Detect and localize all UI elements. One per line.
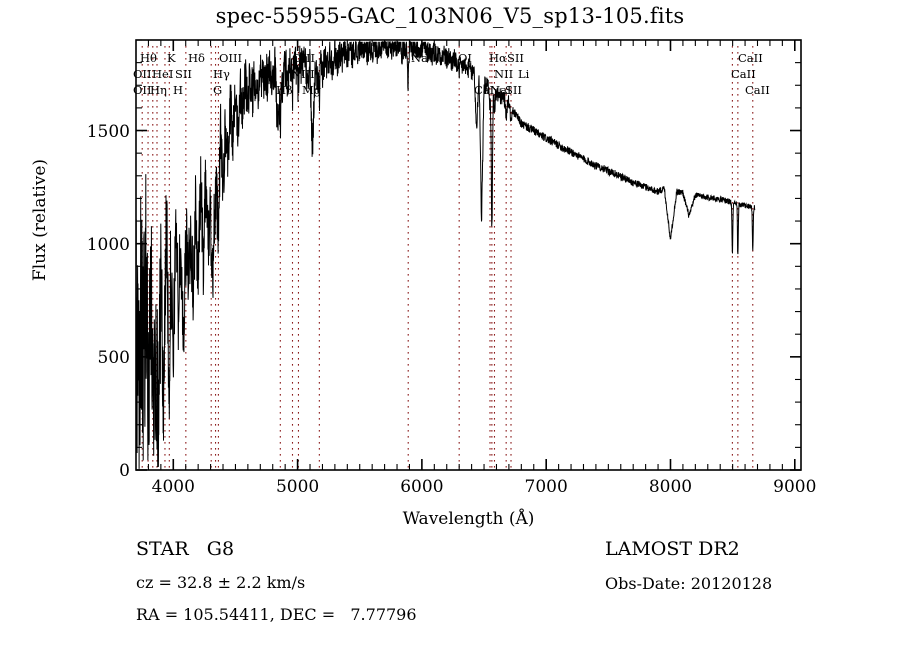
page-title: spec-55955-GAC_103N06_V5_sp13-105.fits: [215, 4, 685, 28]
species-label: SII: [507, 51, 524, 65]
x-tick-label: 9000: [773, 477, 817, 497]
observation-date-label: Obs-Date: 20120128: [605, 574, 773, 593]
species-label: CaII: [731, 67, 756, 81]
species-label: Hδ: [188, 51, 205, 65]
species-label: HeI: [152, 67, 173, 81]
x-tick-label: 4000: [151, 477, 195, 497]
species-label: SII: [175, 67, 192, 81]
spectrum-trace: [135, 41, 756, 469]
redshift-velocity-label: cz = 32.8 ± 2.2 km/s: [136, 573, 306, 592]
species-label: Mg: [302, 83, 322, 97]
species-label: H: [173, 83, 183, 97]
species-label: SII: [505, 83, 522, 97]
species-label: OIII: [219, 51, 242, 65]
x-tick-label: 5000: [275, 477, 320, 497]
species-label: NII: [494, 67, 513, 81]
object-type-label: STAR G8: [136, 538, 235, 560]
species-label: Hη: [150, 83, 167, 97]
species-label: CaII: [738, 51, 763, 65]
y-tick-label: 1000: [86, 234, 130, 255]
species-label: NaI: [490, 83, 511, 97]
species-label: Li: [518, 67, 530, 81]
species-label: OIII: [292, 51, 315, 65]
species-label: CaI: [474, 83, 494, 97]
species-label: Hθ: [140, 51, 157, 65]
x-tick-label: 8000: [648, 477, 693, 497]
survey-label: LAMOST DR2: [605, 538, 740, 560]
species-label: OI: [458, 51, 472, 65]
y-tick-label: 0: [119, 461, 130, 481]
species-label: G: [213, 83, 222, 97]
x-axis-label: Wavelength (Å): [402, 509, 535, 529]
y-tick-label: 500: [97, 347, 130, 368]
x-tick-label: 7000: [524, 477, 568, 497]
species-label: OII: [133, 67, 152, 81]
species-label: K: [167, 51, 176, 65]
y-axis-ticks: 0 500 1000 1500: [66, 0, 130, 650]
species-label: OII: [133, 83, 152, 97]
species-label: NIII: [291, 67, 315, 81]
species-label: Hγ: [213, 67, 230, 81]
species-label: CaII: [745, 83, 770, 97]
plot-frame: [135, 39, 802, 471]
coordinates-label: RA = 105.54411, DEC = 7.77796: [136, 605, 417, 624]
species-label: Hα: [489, 51, 507, 65]
frame-rect: [135, 39, 802, 471]
species-label: Hβ: [276, 83, 293, 97]
species-label: Na: [411, 51, 428, 65]
y-tick-label: 1500: [86, 121, 130, 142]
x-tick-label: 6000: [400, 477, 444, 497]
